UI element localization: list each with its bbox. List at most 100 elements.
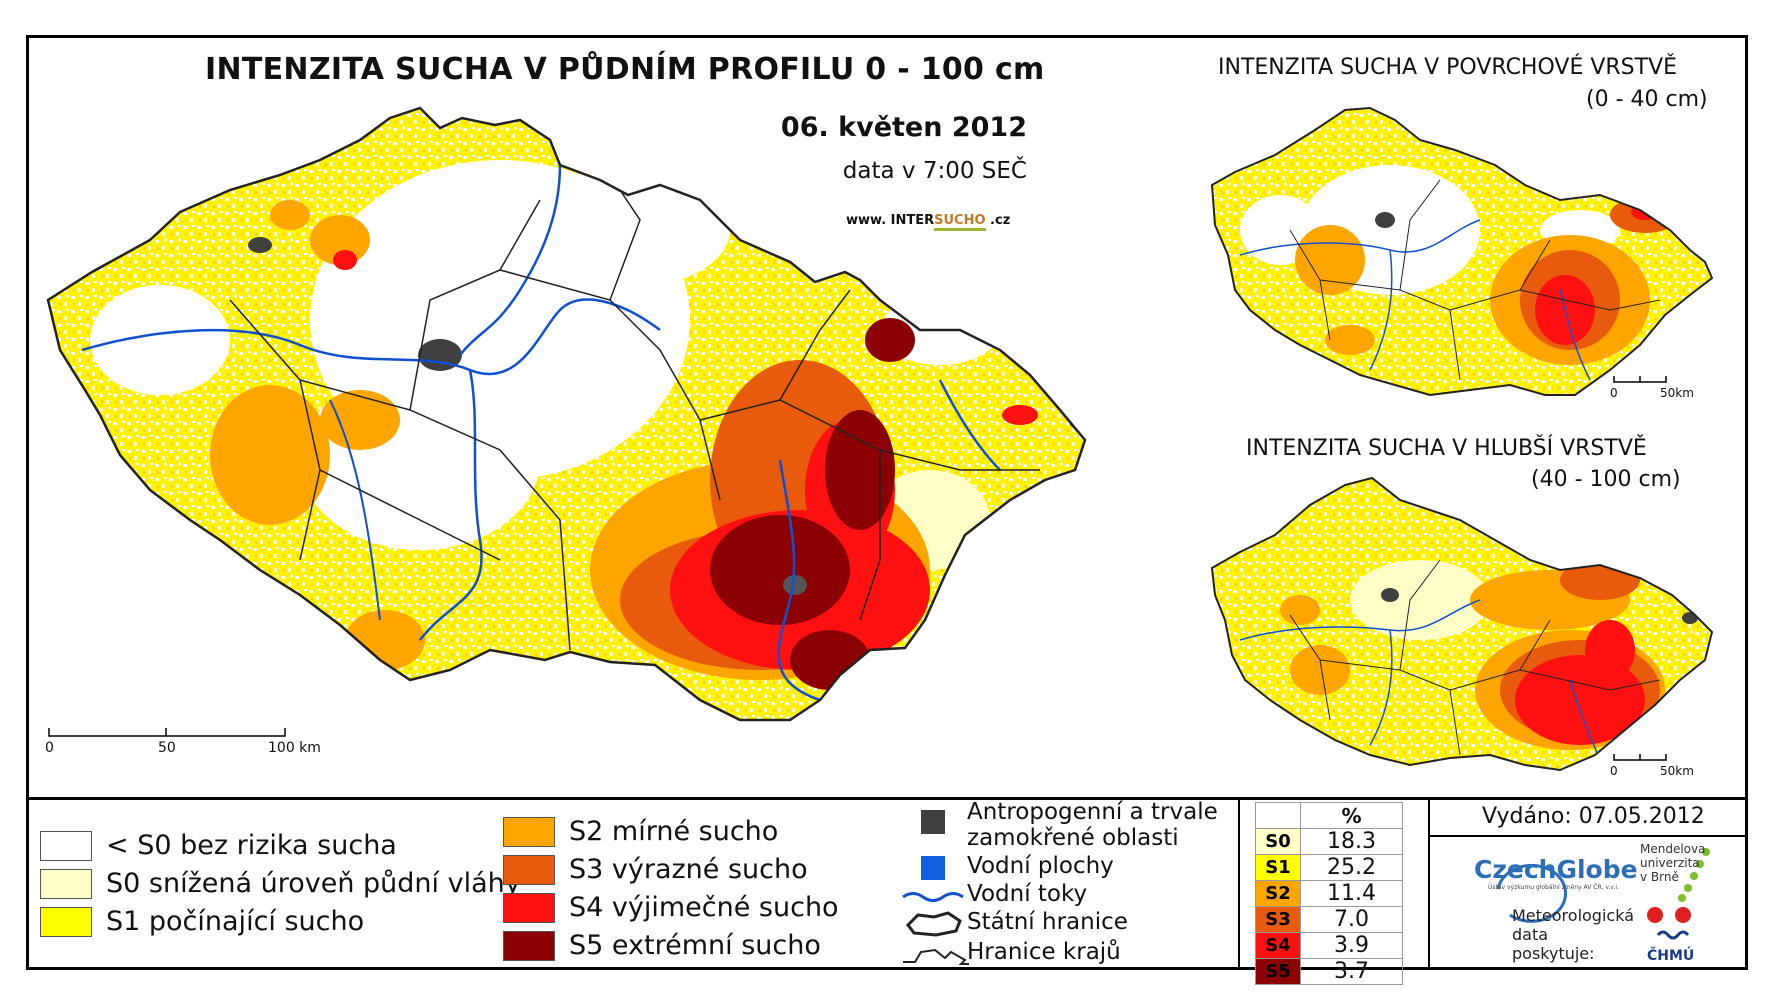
mendel-logo-dots (1678, 848, 1710, 902)
blue-square-icon (921, 856, 945, 880)
inset1-state-border (1210, 106, 1714, 397)
inset2-subtitle: (40 - 100 cm) (1531, 467, 1681, 492)
legend-label: < S0 bez rizika sucha (106, 830, 397, 861)
table-row: S1 25.2 (1255, 854, 1403, 881)
legend-item-s1: S1 počínající sucho (40, 906, 364, 937)
inset1-subtitle: (0 - 40 cm) (1586, 87, 1708, 112)
inset1-region-borders (1289, 179, 1661, 381)
legend-item-region-border: Hranice krajů (967, 939, 1121, 965)
stats-header-empty (1255, 802, 1301, 829)
swatch-s1 (40, 906, 92, 937)
legend-label: zamokřené oblasti (967, 825, 1179, 851)
legend-label: Vodní plochy (967, 853, 1114, 879)
main-scale-bar (48, 728, 286, 737)
legend-label: Vodní toky (967, 881, 1088, 907)
legend-item-anthropogenic-2: zamokřené oblasti (967, 825, 1179, 851)
data-time: data v 7:00 SEČ (842, 158, 1027, 184)
legend-item-lt-s0: < S0 bez rizika sucha (40, 830, 397, 861)
stats-class: S0 (1255, 828, 1301, 855)
mendel-line: univerzita (1640, 856, 1700, 870)
legend-label: S2 mírné sucho (569, 816, 779, 847)
site-prefix: www. INTER (846, 213, 935, 228)
table-row: S5 3.7 (1255, 958, 1403, 985)
map-title: INTENZITA SUCHA V PŮDNÍM PROFILU 0 - 100… (205, 52, 1045, 87)
legend-divider (1428, 797, 1430, 970)
stats-class: S3 (1255, 906, 1301, 933)
stats-value: 3.9 (1300, 932, 1403, 959)
main-state-border (46, 106, 1087, 722)
legend-divider (1428, 835, 1748, 837)
legend-label: S5 extrémní sucho (569, 930, 821, 961)
legend-item-s5: S5 extrémní sucho (503, 930, 821, 961)
map-date: 06. květen 2012 (780, 112, 1027, 143)
inset-surface-map (1212, 108, 1712, 395)
stats-class: S1 (1255, 854, 1301, 881)
legend-label: Státní hranice (967, 909, 1128, 935)
table-row: S4 3.9 (1255, 932, 1403, 959)
legend-item-s0: S0 snížená úroveň půdní vláhy (40, 868, 521, 899)
site-mid: SUCHO (934, 213, 986, 231)
site-suffix: .cz (985, 213, 1011, 228)
scale-label: 0 (45, 740, 54, 756)
legend-item-s3: S3 výrazné sucho (503, 854, 808, 885)
legend-label: Hranice krajů (967, 939, 1121, 965)
czechglobe-subtitle: Ústav výzkumu globální změny AV ČR, v.v.… (1488, 884, 1619, 891)
legend-item-rivers: Vodní toky (967, 881, 1087, 907)
inset1-title: INTENZITA SUCHA V POVRCHOVÉ VRSTVĚ (1218, 55, 1678, 80)
inset-deep-map (1212, 478, 1712, 770)
scale-label: 50 (158, 740, 176, 756)
inset2-state-border (1210, 476, 1714, 772)
chmu-logo-text: ČHMÚ (1647, 948, 1695, 964)
stats-value: 18.3 (1300, 828, 1403, 855)
stats-class: S5 (1255, 958, 1301, 985)
website-link[interactable]: www. INTERSUCHO .cz (846, 213, 1011, 231)
stats-class: S2 (1255, 880, 1301, 907)
table-row: S0 18.3 (1255, 828, 1403, 855)
main-region-borders (229, 189, 1040, 651)
legend-item-state-border: Státní hranice (967, 909, 1128, 935)
table-row: S2 11.4 (1255, 880, 1403, 907)
stats-class: S4 (1255, 932, 1301, 959)
mendel-university-logo: Mendelova univerzita v Brně (1640, 842, 1705, 884)
inset2-scale-label: 0 (1610, 764, 1618, 778)
swatch-s5 (503, 930, 555, 961)
table-row: S3 7.0 (1255, 906, 1403, 933)
legend-label: S3 výrazné sucho (569, 854, 808, 885)
stats-header: % (1300, 802, 1403, 829)
czechglobe-logo-arc (1496, 863, 1568, 923)
state-border-icon (906, 911, 962, 937)
swatch-s3 (503, 854, 555, 885)
stats-table: % S0 18.3 S1 25.2 S2 11.4 S3 7.0 S4 3.9 S5 3.7 (1255, 802, 1403, 985)
issued-date: Vydáno: 07.05.2012 (1482, 804, 1705, 829)
river-line-icon (902, 892, 964, 902)
meteo-line: poskytuje: (1512, 944, 1595, 963)
stats-value: 3.7 (1300, 958, 1403, 985)
scale-label: 100 km (268, 740, 321, 756)
stats-value: 11.4 (1300, 880, 1403, 907)
swatch-s0 (40, 868, 92, 899)
meteo-line: Meteorologická (1512, 906, 1634, 925)
swatch-s4 (503, 892, 555, 923)
legend-item-anthropogenic: Antropogenní a trvale (967, 799, 1218, 825)
legend-panel (26, 797, 1748, 970)
mendel-line: v Brně (1640, 870, 1679, 884)
inset2-scale-bar (1613, 754, 1667, 761)
swatch-s2 (503, 816, 555, 847)
inset2-title: INTENZITA SUCHA V HLUBŠÍ VRSTVĚ (1246, 436, 1647, 461)
legend-item-s4: S4 výjimečné sucho (503, 892, 839, 923)
meteo-line: data (1512, 925, 1549, 944)
region-border-icon (903, 948, 969, 965)
inset1-scale-label: 0 (1610, 386, 1618, 400)
legend-label: S1 počínající sucho (106, 906, 365, 937)
chmu-logo (1647, 907, 1691, 940)
czechglobe-logo: CzechGlobe (1474, 855, 1638, 884)
meteo-data-credit: Meteorologická data poskytuje: (1512, 906, 1634, 963)
inset2-region-borders (1289, 559, 1661, 756)
legend-divider (1238, 797, 1240, 970)
inset2-scale-label: 50km (1660, 764, 1694, 778)
stats-value: 25.2 (1300, 854, 1403, 881)
stats-value: 7.0 (1300, 906, 1403, 933)
legend-label: S0 snížená úroveň půdní vláhy (106, 868, 521, 899)
legend-item-s2: S2 mírné sucho (503, 816, 778, 847)
